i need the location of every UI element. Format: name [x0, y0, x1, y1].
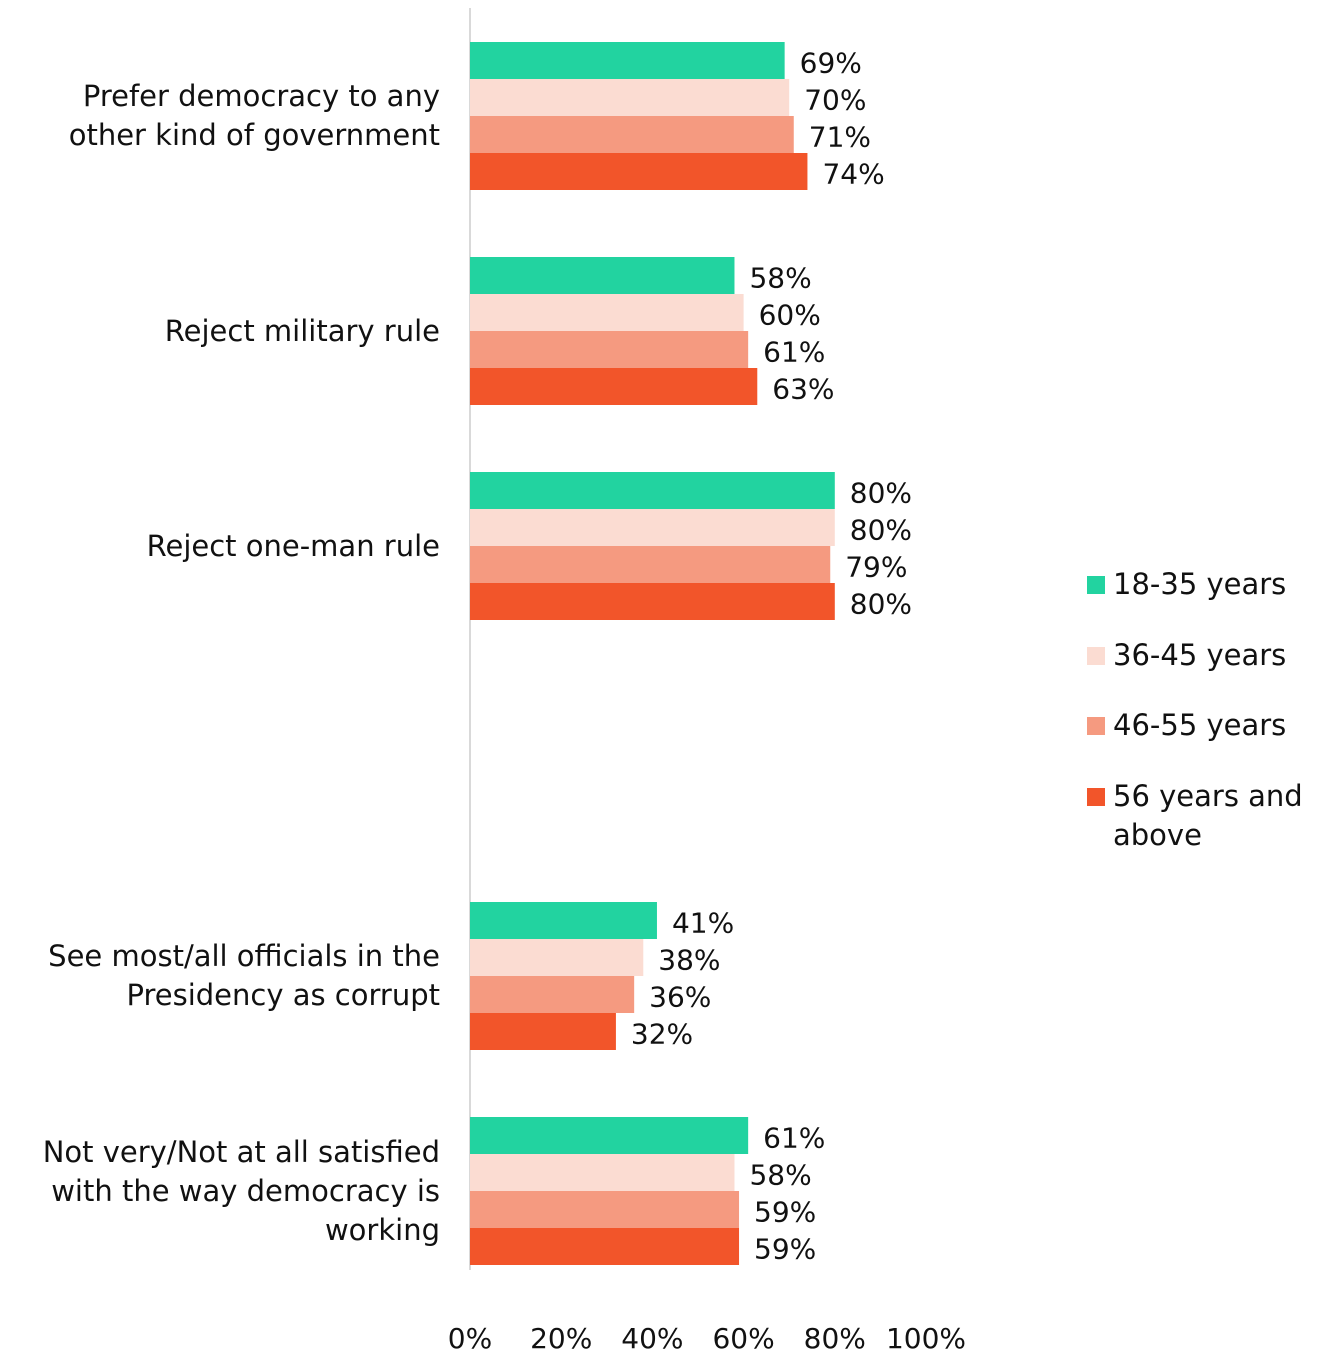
- legend-swatch: [1087, 576, 1105, 594]
- data-label: 59%: [754, 1233, 816, 1266]
- bar: [470, 1191, 740, 1228]
- legend-label: 36-45 years: [1113, 638, 1287, 672]
- category-label: Reject military rule: [164, 313, 440, 348]
- bar: [470, 509, 835, 546]
- bar: [470, 1117, 749, 1154]
- data-label: 79%: [845, 551, 907, 584]
- legend-swatch: [1087, 788, 1105, 806]
- bar: [470, 79, 790, 116]
- data-label: 60%: [759, 299, 821, 332]
- data-label: 61%: [763, 1122, 825, 1155]
- bar: [470, 976, 635, 1013]
- x-tick-label: 80%: [804, 1322, 866, 1355]
- x-tick-label: 20%: [530, 1322, 592, 1355]
- legend-swatch: [1087, 717, 1105, 735]
- bar: [470, 939, 644, 976]
- bar: [470, 1013, 616, 1050]
- bar: [470, 42, 785, 79]
- bar: [470, 257, 735, 294]
- legend-swatch: [1087, 647, 1105, 665]
- category-label: Reject one-man rule: [146, 528, 440, 563]
- data-label: 36%: [649, 981, 711, 1014]
- data-label: 32%: [631, 1018, 693, 1051]
- data-label: 41%: [672, 907, 734, 940]
- data-label: 80%: [850, 477, 912, 510]
- bar: [470, 153, 808, 190]
- data-label: 58%: [749, 1159, 811, 1192]
- bar: [470, 472, 835, 509]
- legend-label: 46-55 years: [1113, 708, 1287, 742]
- data-label: 80%: [850, 588, 912, 621]
- data-label: 70%: [804, 84, 866, 117]
- data-label: 58%: [749, 262, 811, 295]
- data-label: 80%: [850, 514, 912, 547]
- bar: [470, 331, 749, 368]
- data-label: 59%: [754, 1196, 816, 1229]
- data-label: 63%: [772, 373, 834, 406]
- bar: [470, 368, 758, 405]
- category-label: Not very/Not at all satisfied with the w…: [42, 1134, 440, 1247]
- data-label: 69%: [800, 47, 862, 80]
- bar: [470, 1228, 740, 1265]
- data-label: 38%: [658, 944, 720, 977]
- legend-label: 56 years and above: [1113, 779, 1303, 852]
- x-tick-label: 60%: [712, 1322, 774, 1355]
- bar: [470, 1154, 735, 1191]
- x-tick-label: 0%: [448, 1322, 492, 1355]
- bar: [470, 546, 831, 583]
- data-label: 61%: [763, 336, 825, 369]
- category-label: See most/all officials in the Presidency…: [48, 939, 440, 1012]
- bar: [470, 116, 794, 153]
- x-tick-label: 100%: [886, 1322, 966, 1355]
- data-label: 71%: [809, 121, 871, 154]
- bar: [470, 583, 835, 620]
- bar: [470, 294, 744, 331]
- category-label: Prefer democracy to any other kind of go…: [68, 79, 440, 152]
- legend-label: 18-35 years: [1113, 567, 1287, 601]
- bar: [470, 902, 657, 939]
- x-tick-label: 40%: [621, 1322, 683, 1355]
- data-label: 74%: [822, 158, 884, 191]
